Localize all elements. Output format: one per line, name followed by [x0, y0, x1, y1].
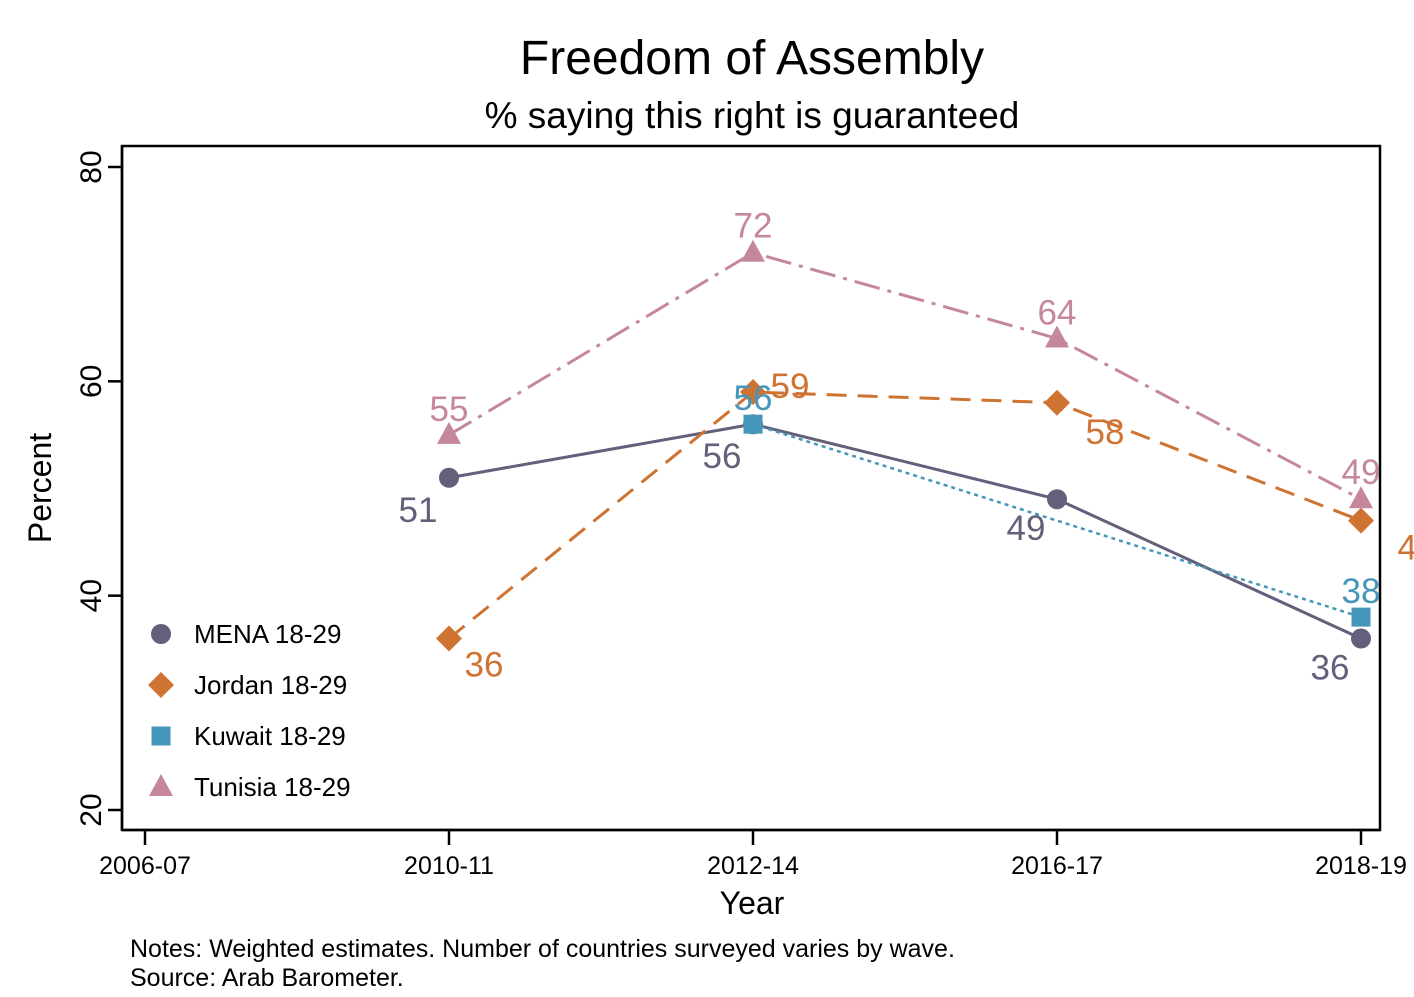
legend-marker-kuwait — [151, 726, 171, 746]
x-axis-title: Year — [720, 885, 785, 921]
y-tick-label: 20 — [75, 793, 108, 826]
series-jordan — [436, 379, 1374, 652]
x-tick-label: 2010-11 — [404, 852, 494, 880]
data-label-kuwait: 38 — [1342, 572, 1381, 611]
data-point-tunisia — [741, 239, 765, 262]
x-tick-label: 2006-07 — [99, 852, 191, 880]
chart-note: Notes: Weighted estimates. Number of cou… — [130, 935, 955, 963]
data-point-kuwait — [1351, 607, 1371, 627]
y-axis-ticks: 20 40 60 80 — [75, 150, 122, 827]
x-tick-label: 2012-14 — [707, 852, 799, 880]
data-label-tunisia: 49 — [1342, 453, 1381, 492]
data-point-tunisia — [437, 421, 461, 444]
data-point-mena — [1047, 489, 1067, 510]
data-point-mena — [439, 467, 459, 488]
series-layer — [436, 239, 1374, 652]
series-line-kuwait — [752, 423, 1362, 619]
data-point-jordan — [436, 625, 462, 652]
x-tick-label: 2016-17 — [1011, 852, 1103, 880]
y-tick-label: 80 — [75, 150, 108, 183]
data-label-jordan: 36 — [465, 646, 504, 685]
series-line-mena — [448, 422, 1362, 640]
data-point-kuwait — [743, 414, 763, 434]
legend-marker-jordan — [148, 672, 174, 698]
legend-label-kuwait: Kuwait 18-29 — [194, 721, 346, 751]
chart-title: Freedom of Assembly — [520, 32, 984, 85]
data-point-mena — [1351, 628, 1371, 649]
data-label-mena: 36 — [1311, 649, 1350, 688]
data-point-jordan — [1348, 507, 1374, 534]
data-label-jordan: 58 — [1086, 413, 1125, 452]
data-label-kuwait: 56 — [734, 379, 773, 418]
data-label-jordan: 47 — [1398, 529, 1414, 568]
data-labels-layer: 51 56 49 36 36 59 58 47 56 38 55 72 64 49 — [399, 207, 1414, 688]
series-line-tunisia — [448, 251, 1362, 501]
data-point-tunisia — [1349, 486, 1373, 509]
series-kuwait — [743, 414, 1371, 627]
data-label-mena: 51 — [399, 491, 438, 530]
x-tick-label: 2018-19 — [1315, 852, 1407, 880]
legend: MENA 18-29 Jordan 18-29 Kuwait 18-29 Tunisi… — [148, 619, 351, 802]
legend-label-mena: MENA 18-29 — [194, 619, 341, 649]
chart-subtitle: % saying this right is guaranteed — [485, 95, 1020, 136]
data-label-jordan: 59 — [771, 367, 810, 406]
data-point-tunisia — [1045, 325, 1069, 348]
data-label-tunisia: 72 — [734, 207, 773, 246]
y-axis-title: Percent — [22, 433, 58, 543]
legend-marker-mena — [151, 624, 171, 644]
data-label-mena: 56 — [703, 437, 742, 476]
legend-item-tunisia: Tunisia 18-29 — [149, 772, 351, 802]
chart-source: Source: Arab Barometer. — [130, 964, 404, 992]
series-tunisia — [437, 239, 1373, 509]
data-point-jordan — [1044, 389, 1070, 416]
legend-item-kuwait: Kuwait 18-29 — [151, 721, 346, 751]
data-label-tunisia: 55 — [430, 390, 469, 429]
x-axis-ticks: 2006-07 2010-11 2012-14 2016-17 2018-19 — [99, 830, 1407, 880]
legend-label-jordan: Jordan 18-29 — [194, 670, 347, 700]
legend-marker-tunisia — [149, 774, 173, 796]
legend-item-jordan: Jordan 18-29 — [148, 670, 347, 700]
y-tick-label: 60 — [75, 365, 108, 398]
legend-item-mena: MENA 18-29 — [151, 619, 341, 649]
data-point-jordan — [740, 379, 766, 406]
y-tick-label: 40 — [75, 579, 108, 612]
data-label-tunisia: 64 — [1038, 293, 1077, 332]
series-line-jordan — [448, 390, 1362, 640]
data-label-mena: 49 — [1007, 509, 1046, 548]
legend-label-tunisia: Tunisia 18-29 — [194, 772, 351, 802]
